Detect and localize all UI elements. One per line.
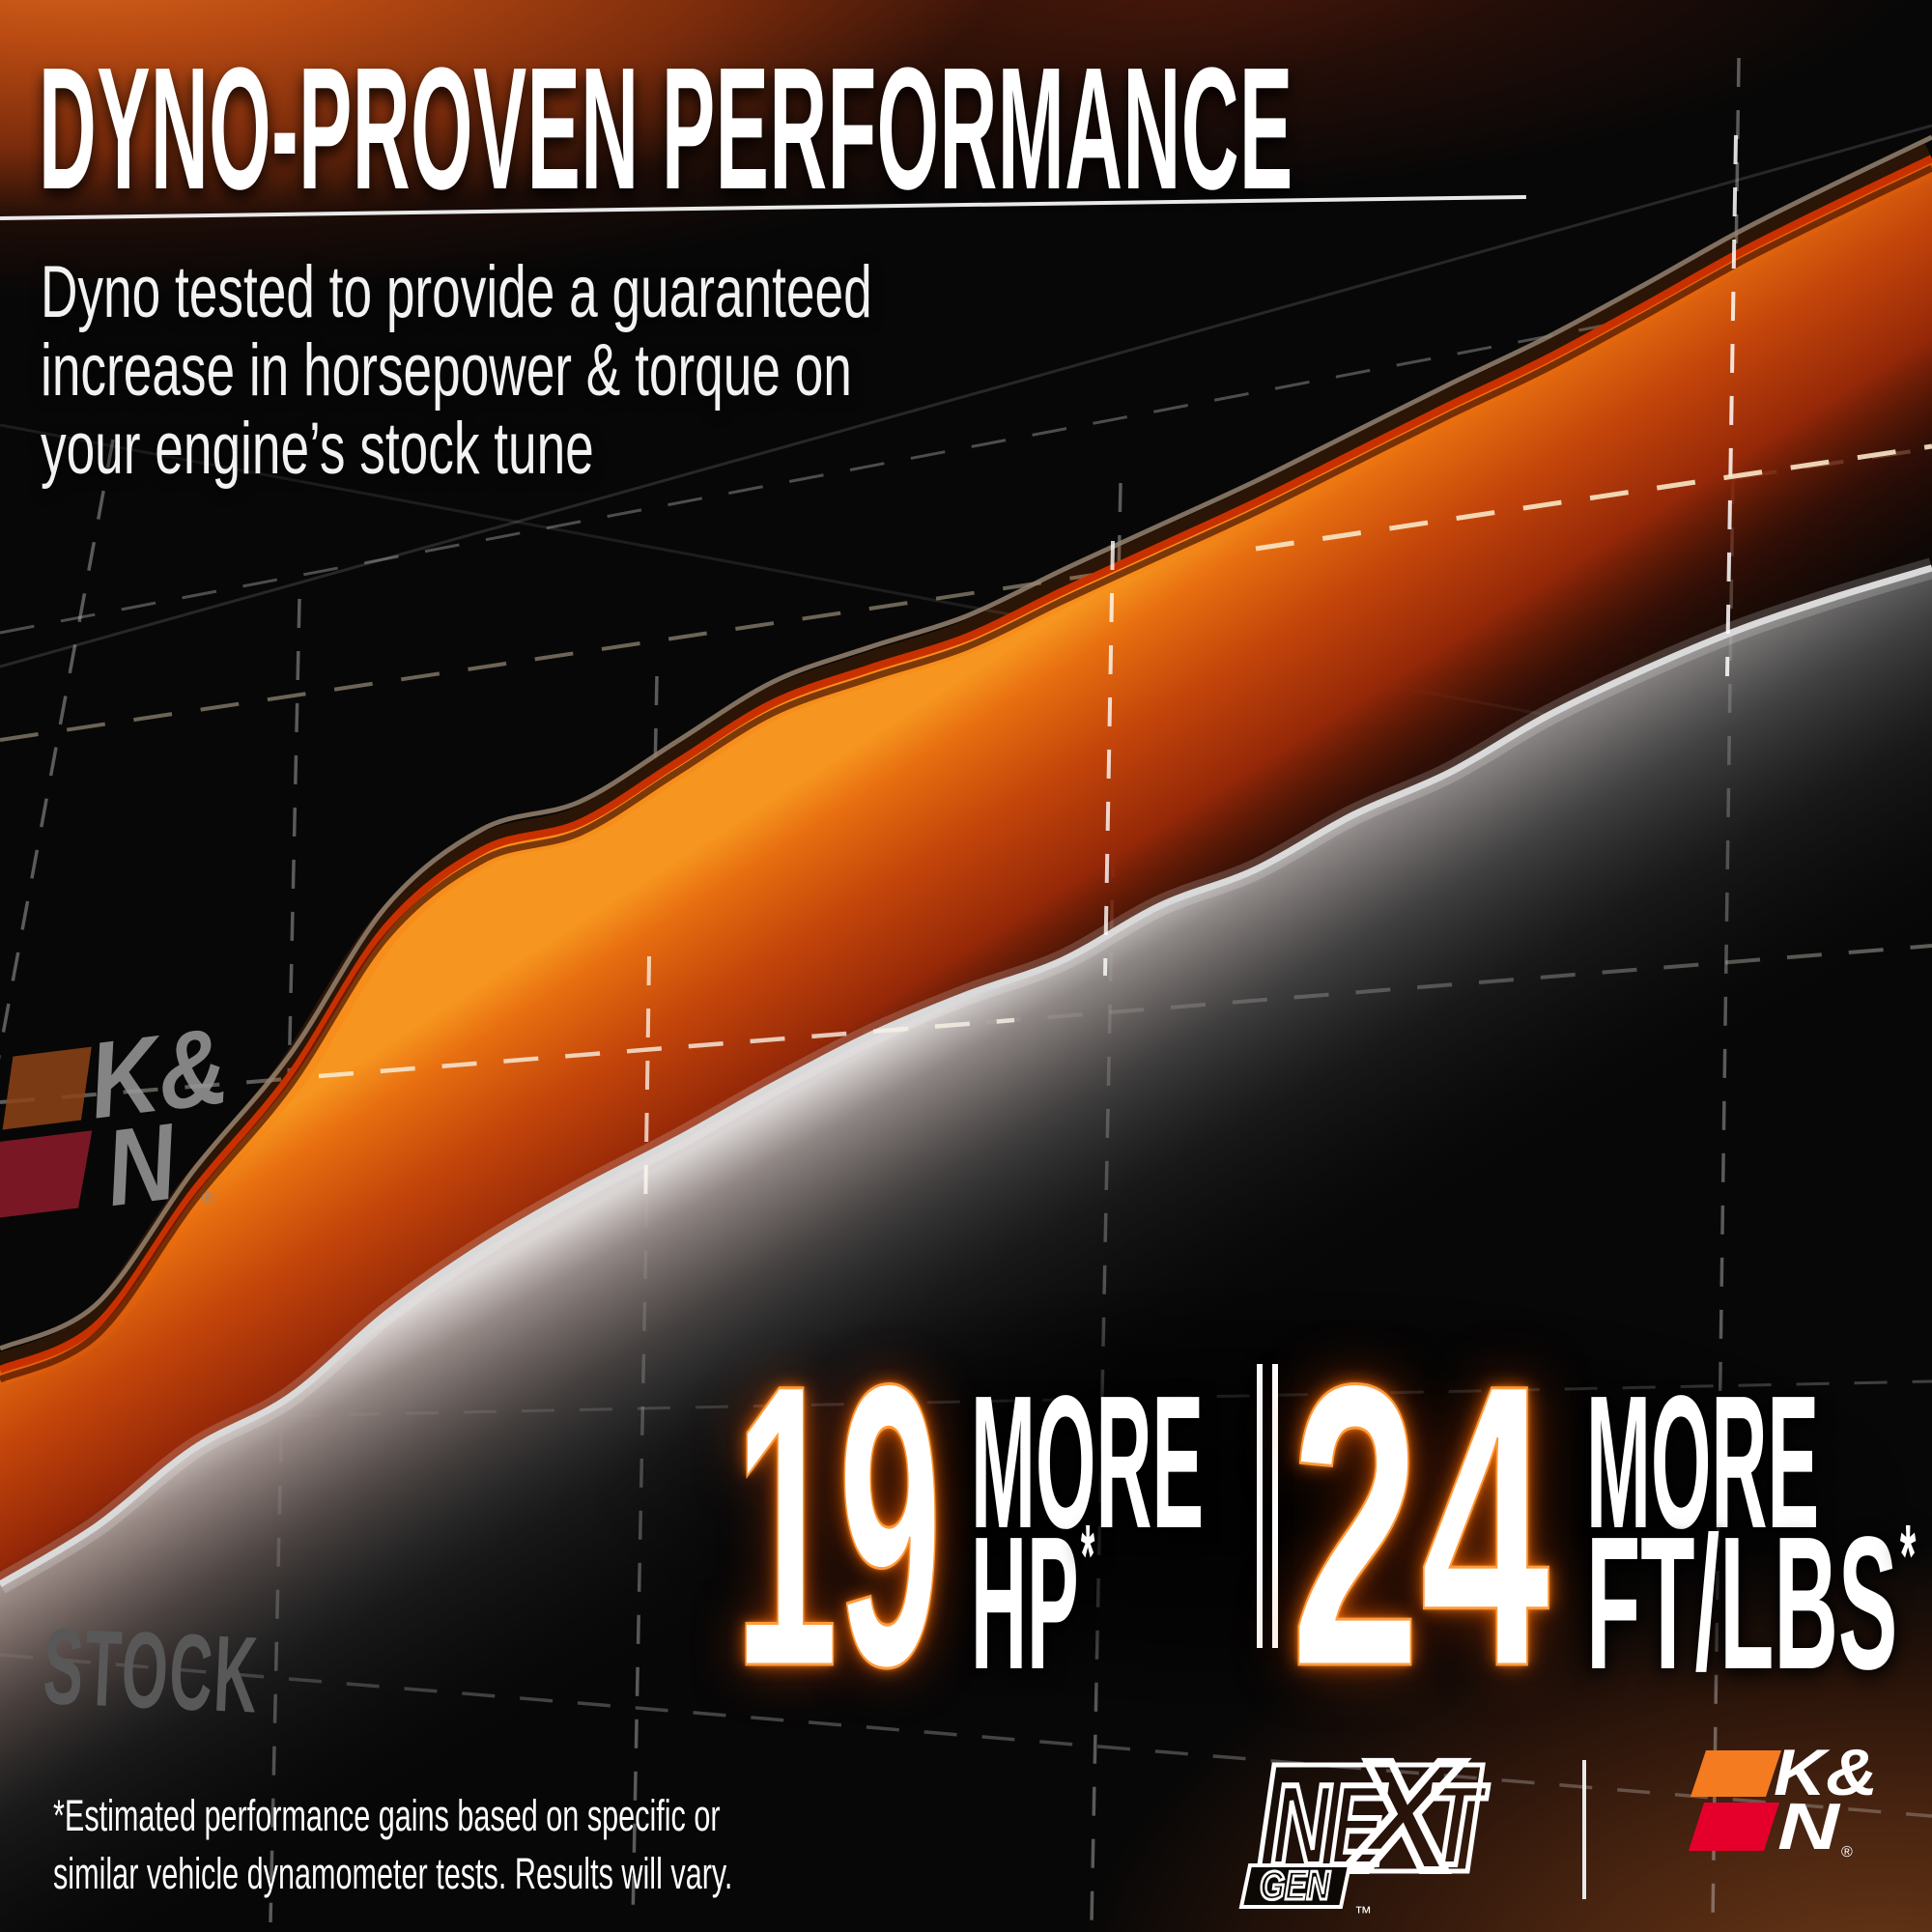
kn-logo-orange-block <box>1690 1750 1781 1797</box>
nextgen-tm: ™ <box>1354 1903 1372 1922</box>
torque-unit-text: FT/LBS <box>1586 1497 1898 1709</box>
page-title: DYNO-PROVEN PERFORMANCE <box>39 32 1293 226</box>
nextgen-t: T <box>1426 1760 1489 1889</box>
nextgen-logo: NE X T GEN ™ <box>1238 1729 1492 1922</box>
torque-asterisk: * <box>1899 1507 1917 1605</box>
hp-gain-unit-label: HP* <box>971 1507 1095 1734</box>
kn-watermark-kamp: K& <box>83 1006 234 1142</box>
kn-logo-reg: ® <box>1841 1844 1853 1861</box>
subtitle-line-2: increase in horsepower & torque on <box>41 329 852 412</box>
grid-bright <box>318 134 1932 1218</box>
stats-divider-line-2 <box>1272 1364 1278 1648</box>
stock-series-label: STOCK <box>41 1605 262 1736</box>
kn-logo-red-block <box>1689 1803 1779 1851</box>
kn-logo: K& N ® <box>1689 1736 1878 1863</box>
nextgen-gen: GEN <box>1260 1864 1331 1909</box>
kn-logo-n: N <box>1777 1790 1841 1863</box>
kn-watermark-red-block <box>0 1130 93 1220</box>
torque-gain-unit-label: FT/LBS* <box>1586 1507 1917 1734</box>
hp-asterisk: * <box>1080 1507 1095 1605</box>
hp-unit-text: HP <box>971 1497 1079 1709</box>
torque-gain-more-label: MORE <box>1586 1356 1820 1568</box>
stats-shadow-halo <box>580 1275 1932 1719</box>
kn-watermark-logo: K& N ® <box>0 1006 234 1230</box>
kn-watermark-n: N <box>99 1101 184 1229</box>
kn-watermark-orange-block <box>2 1046 92 1130</box>
subtitle: Dyno tested to provide a guaranteed incr… <box>41 253 872 488</box>
disclaimer-line-1: *Estimated performance gains based on sp… <box>53 1791 721 1840</box>
footer-logos: NE X T GEN ™ K& N ® <box>1238 1729 1878 1922</box>
hp-gain-value: 19 <box>733 1301 943 1750</box>
torque-gain-value: 24 <box>1290 1301 1550 1750</box>
disclaimer-line-2: similar vehicle dynamometer tests. Resul… <box>53 1849 733 1898</box>
kn-logo-kamp: K& <box>1774 1736 1878 1809</box>
subtitle-line-3: your engine’s stock tune <box>41 408 594 490</box>
subtitle-line-1: Dyno tested to provide a guaranteed <box>41 251 872 333</box>
hp-gain-more-label: MORE <box>971 1356 1205 1568</box>
stats-divider-line-1 <box>1257 1364 1263 1648</box>
disclaimer: *Estimated performance gains based on sp… <box>53 1787 732 1903</box>
nextgen-x: X <box>1343 1729 1463 1904</box>
kn-watermark-reg: ® <box>201 1187 216 1208</box>
